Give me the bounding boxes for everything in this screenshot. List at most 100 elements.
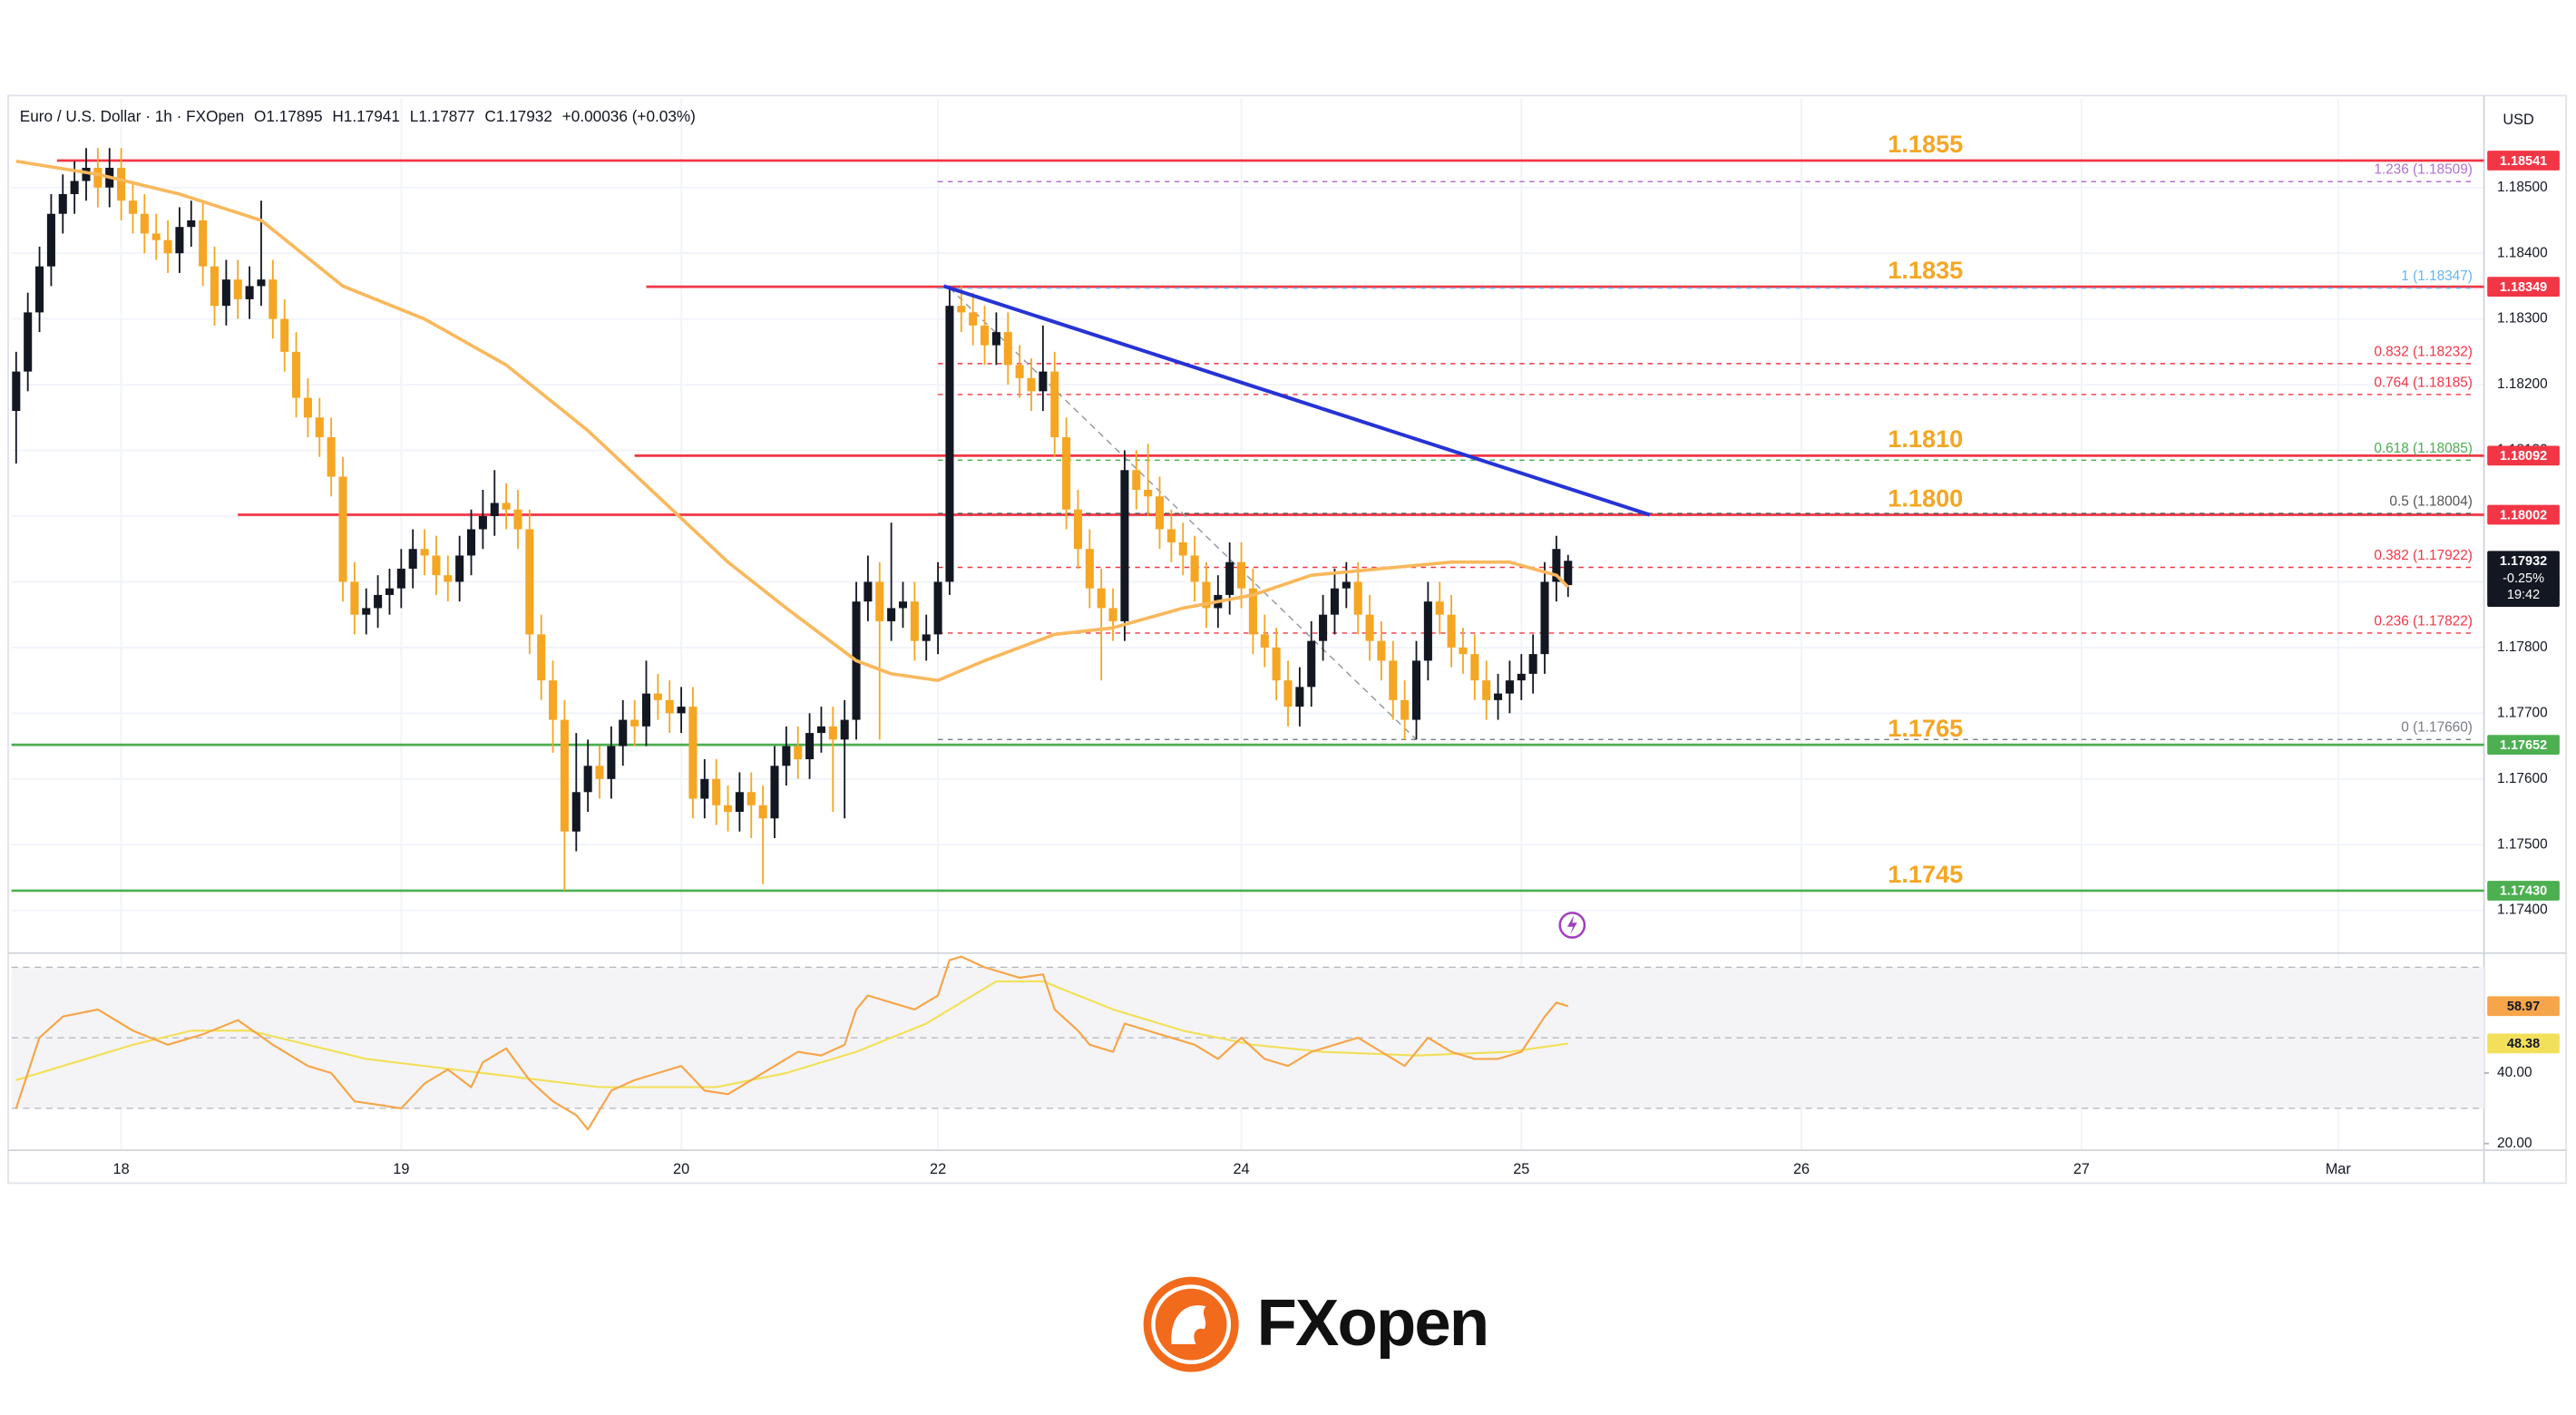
level-tag-bg — [2487, 151, 2560, 171]
level-tag: 1.17430 — [2500, 884, 2547, 899]
alert-icon — [1558, 912, 1586, 939]
candle-body — [595, 766, 604, 779]
y-tick-label: 1.17400 — [2497, 903, 2548, 918]
candle-body — [641, 693, 651, 727]
candle-body — [700, 778, 709, 799]
candle-body — [1411, 660, 1421, 720]
candle-body — [513, 509, 522, 530]
fib-anchor-line — [949, 288, 1418, 740]
candle-body — [828, 726, 837, 740]
candle-body — [46, 213, 55, 267]
currency-label: USD — [2503, 112, 2533, 128]
candle-body — [746, 792, 756, 805]
rsi-tag: 58.97 — [2507, 1000, 2540, 1014]
y-tick-label: 1.18200 — [2497, 376, 2548, 392]
candle-body — [607, 746, 616, 779]
candle-body — [922, 634, 931, 641]
candle-body — [396, 568, 405, 589]
header-value: C1.17932 — [484, 106, 552, 124]
candle-body — [1353, 581, 1362, 615]
candle-body — [1050, 371, 1059, 438]
x-tick-label: 19 — [393, 1161, 409, 1177]
level-label: 1.1765 — [1888, 714, 1963, 742]
last-price-countdown: 19:42 — [2507, 588, 2540, 602]
candle-body — [199, 220, 208, 267]
fib-label: 1 (1.18347) — [2401, 268, 2473, 284]
candle-body — [1389, 660, 1398, 700]
candle-body — [1062, 437, 1071, 510]
candle-body — [1132, 470, 1141, 491]
candle-body — [117, 168, 126, 201]
candle-body — [724, 805, 733, 813]
candle-body — [268, 279, 278, 319]
level-tag-bg — [2487, 735, 2560, 755]
candle-body — [1237, 561, 1246, 589]
candle-body — [210, 266, 220, 307]
candle-body — [864, 581, 873, 602]
y-tick-label: 1.17800 — [2497, 639, 2548, 655]
candle-body — [957, 306, 966, 313]
candle-body — [665, 699, 674, 714]
level-tag-bg — [2487, 504, 2560, 525]
candle-body — [187, 220, 196, 228]
header-value: O1.17895 — [254, 106, 323, 124]
x-tick-label: 18 — [113, 1161, 130, 1177]
candle-body — [619, 719, 628, 747]
candle-body — [1435, 601, 1444, 615]
candle-body — [910, 601, 919, 641]
last-price-change: -0.25% — [2503, 571, 2544, 586]
rsi-tick-label: 40.00 — [2497, 1065, 2532, 1080]
level-tag-bg — [2487, 881, 2560, 901]
chart-header: Euro / U.S. Dollar · 1h · FXOpen O1.17895… — [20, 106, 696, 124]
candle-body — [1459, 647, 1468, 655]
candle-body — [712, 778, 721, 805]
candle-body — [350, 581, 359, 615]
candle-body — [1283, 680, 1293, 708]
logo-mark-inner — [1151, 1284, 1232, 1365]
candle-body — [466, 529, 476, 556]
fib-label: 0 (1.17660) — [2401, 720, 2473, 736]
candle-body — [70, 181, 79, 194]
candle-body — [93, 168, 102, 188]
candle-body — [1260, 634, 1269, 648]
candle-body — [1202, 581, 1211, 609]
candle-body — [432, 555, 441, 576]
header-value: +0.00036 (+0.03%) — [562, 106, 696, 124]
fib-label: 0.382 (1.17922) — [2374, 548, 2473, 563]
candle-body — [770, 766, 779, 819]
level-tag-bg — [2487, 445, 2560, 466]
x-tick-label: Mar — [2326, 1161, 2352, 1177]
candle-body — [1120, 470, 1129, 621]
candle-body — [455, 555, 464, 582]
rsi-tick-label: 20.00 — [2497, 1136, 2532, 1151]
trend-line — [942, 284, 1651, 517]
level-tag: 1.18002 — [2500, 508, 2547, 522]
candle-body — [35, 266, 44, 313]
candle-body — [1482, 680, 1491, 700]
candle-body — [1540, 581, 1549, 655]
rsi-ma-line — [15, 980, 1568, 1088]
level-label: 1.1855 — [1888, 130, 1963, 158]
y-tick-label: 1.18300 — [2497, 311, 2548, 327]
candle-body — [502, 503, 511, 510]
candle-body — [1552, 549, 1561, 582]
candle-body — [1225, 561, 1234, 595]
candle-body — [1330, 588, 1339, 615]
candle-body — [444, 575, 453, 582]
y-tick-label: 1.18400 — [2497, 245, 2548, 260]
candle-body — [840, 719, 849, 740]
candle-body — [560, 719, 569, 832]
candle-body — [1528, 654, 1537, 674]
rsi-tag-bg — [2487, 996, 2560, 1017]
candle-body — [525, 529, 534, 635]
candle-body — [933, 581, 942, 635]
candle-body — [140, 213, 149, 234]
candle-body — [1166, 529, 1176, 542]
x-tick-label: 20 — [673, 1161, 689, 1177]
candle-body — [1295, 687, 1304, 708]
candle-body — [385, 588, 395, 595]
candle-body — [280, 318, 289, 352]
candle-body — [1564, 561, 1573, 586]
candle-body — [1423, 601, 1432, 661]
